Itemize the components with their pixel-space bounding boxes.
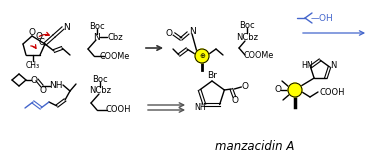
Text: NCbz: NCbz [236, 33, 258, 42]
Text: O: O [232, 96, 239, 105]
Text: NCbz: NCbz [89, 85, 111, 94]
Circle shape [195, 49, 209, 63]
Text: N: N [64, 23, 70, 32]
Text: O: O [31, 76, 37, 84]
Text: O: O [166, 29, 172, 38]
Text: HN: HN [301, 60, 313, 70]
Text: COOH: COOH [105, 106, 131, 115]
Text: COOH: COOH [319, 87, 345, 96]
Text: —OH: —OH [311, 13, 333, 23]
Text: O: O [242, 83, 249, 91]
Text: Br: Br [207, 71, 217, 80]
Text: COOMe: COOMe [244, 50, 274, 59]
Text: O: O [274, 84, 282, 93]
Text: Boc: Boc [92, 75, 108, 83]
Text: N: N [189, 27, 195, 36]
Text: C: C [38, 38, 44, 46]
Text: ⊕: ⊕ [199, 53, 205, 59]
Text: CH₃: CH₃ [26, 60, 40, 70]
Text: NH: NH [195, 103, 206, 112]
Circle shape [288, 83, 302, 97]
Text: Cbz: Cbz [107, 33, 123, 42]
Text: O: O [28, 28, 36, 37]
Text: O: O [39, 85, 46, 94]
Text: N: N [94, 33, 101, 42]
Text: Boc: Boc [89, 22, 105, 31]
Text: Boc: Boc [239, 20, 255, 30]
Text: NH: NH [49, 81, 63, 89]
Text: manzacidin A: manzacidin A [215, 139, 295, 153]
Text: O: O [36, 32, 42, 41]
Text: COOMe: COOMe [100, 51, 130, 60]
Text: N: N [330, 60, 336, 70]
